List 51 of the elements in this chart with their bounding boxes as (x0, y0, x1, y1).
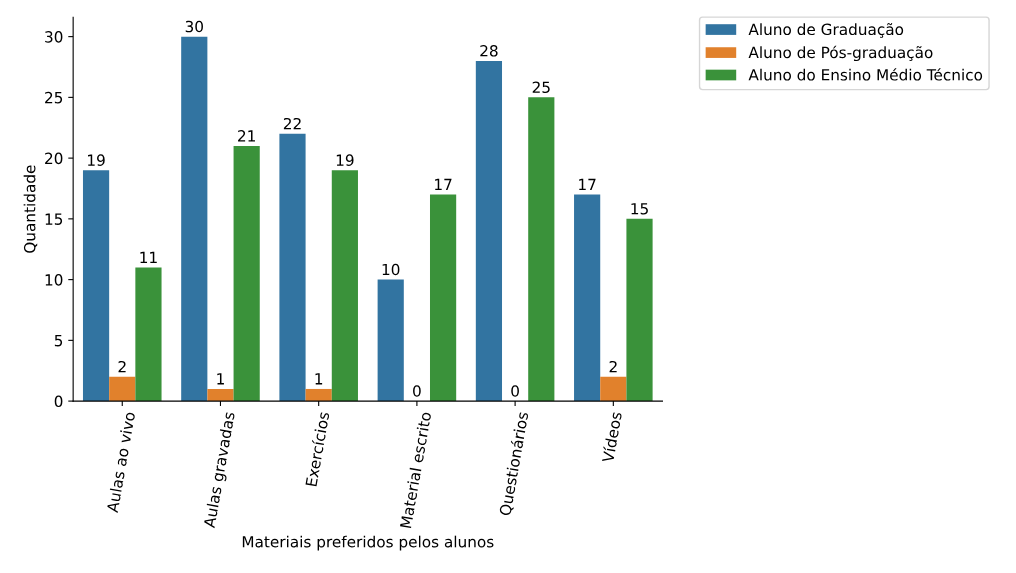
x-tick-label: Vídeos (601, 411, 622, 464)
y-axis-title: Quantidade (23, 165, 38, 253)
y-tick-label: 20 (45, 152, 63, 165)
data-label: 2 (609, 360, 617, 373)
bar (82, 170, 110, 402)
y-tick-label: 25 (45, 91, 63, 104)
legend-label: Aluno de Graduação (748, 23, 904, 38)
data-label: 0 (413, 385, 421, 397)
bar (207, 388, 234, 402)
y-tick-label: 10 (45, 274, 63, 286)
y-tick-label: 30 (45, 31, 63, 43)
data-label: 0 (511, 385, 519, 397)
y-tick-label: 0 (54, 395, 63, 408)
bar (574, 194, 601, 402)
bar (331, 170, 358, 402)
data-label: 19 (336, 154, 354, 166)
data-label: 2 (118, 360, 126, 373)
data-label: 19 (88, 154, 105, 166)
x-tick-label: Exercícios (304, 411, 330, 487)
data-label: 30 (185, 20, 203, 33)
data-label: 11 (140, 251, 157, 263)
bar (109, 376, 136, 402)
bar (626, 218, 653, 402)
data-label: 1 (315, 373, 323, 385)
data-label: 17 (435, 178, 452, 190)
x-tick-label: Material escrito (399, 411, 432, 529)
bar (528, 97, 555, 402)
bar (429, 194, 457, 402)
bar (181, 36, 208, 402)
y-tick-label: 5 (54, 335, 63, 347)
legend-label: Aluno do Ensino Médio Técnico (748, 68, 983, 81)
bar (600, 376, 627, 402)
bar (305, 388, 332, 402)
data-label: 22 (283, 117, 301, 130)
y-tick-label: 15 (45, 213, 63, 225)
data-label: 15 (631, 203, 648, 215)
x-axis-title: Materiais preferidos pelos alunos (242, 535, 494, 551)
data-label: 25 (532, 81, 550, 94)
bar (475, 60, 503, 402)
data-label: 10 (382, 263, 400, 276)
data-label: 28 (480, 45, 498, 57)
x-tick-label: Aulas ao vivo (106, 411, 136, 514)
bar (279, 133, 306, 402)
bar (233, 145, 260, 402)
bar (135, 267, 162, 402)
legend-label: Aluno de Pós-graduação (748, 45, 933, 62)
bar (377, 279, 404, 402)
data-label: 1 (217, 373, 224, 385)
x-tick-label: Aulas gravadas (203, 411, 238, 529)
data-label: 21 (238, 130, 255, 142)
data-label: 17 (579, 178, 596, 190)
